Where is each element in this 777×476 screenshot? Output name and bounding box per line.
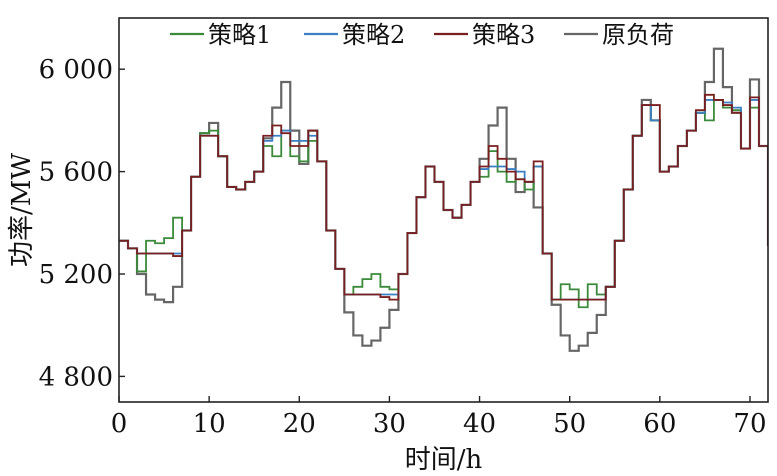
- x-tick-label: 40: [463, 409, 496, 439]
- legend-label-2: 策略2: [342, 21, 405, 49]
- x-tick-label: 20: [283, 409, 316, 439]
- y-axis-label: 功率/MW: [7, 153, 37, 267]
- x-tick-label: 10: [193, 409, 226, 439]
- y-axis: 4 800 5 200 5 600 6 000: [39, 55, 125, 392]
- series-layer: [119, 47, 768, 352]
- y-tick-label: 5 200: [39, 260, 113, 290]
- plot-area: 0 10 20 30 40 50 60 70 4 800 5 200 5 600 6 000: [39, 17, 769, 439]
- x-axis: 0 10 20 30 40 50 60 70: [111, 396, 767, 439]
- legend: 策略1 策略2 策略3 原负荷: [170, 21, 674, 49]
- x-tick-label: 60: [643, 409, 676, 439]
- x-tick-label: 30: [373, 409, 406, 439]
- y-tick-label: 5 600: [39, 158, 113, 188]
- legend-label-3: 策略3: [472, 21, 535, 49]
- y-tick-label: 4 800: [39, 362, 113, 392]
- x-tick-label: 70: [733, 409, 766, 439]
- x-tick-label: 0: [111, 409, 128, 439]
- legend-label-1: 策略1: [208, 21, 271, 49]
- plot-frame: [118, 17, 769, 403]
- x-axis-label: 时间/h: [405, 445, 483, 475]
- y-tick-label: 6 000: [39, 55, 113, 85]
- x-tick-label: 50: [553, 409, 586, 439]
- series-line-4: [119, 93, 768, 301]
- legend-label-4: 原负荷: [602, 21, 674, 49]
